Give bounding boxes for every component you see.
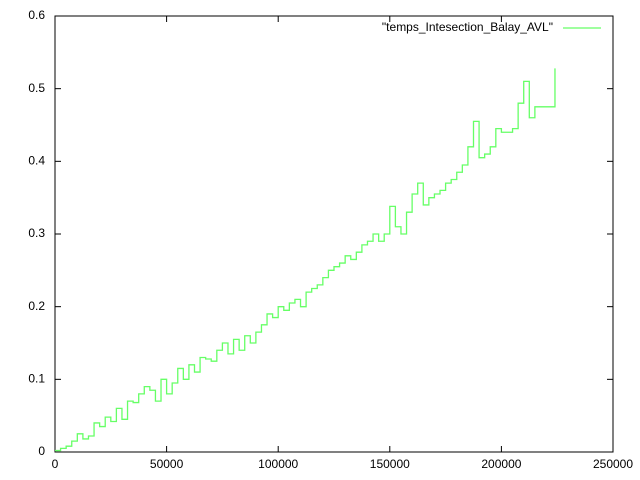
y-tick-label: 0.2 — [28, 299, 45, 313]
x-tick-label: 50000 — [150, 457, 184, 471]
x-tick-label: 200000 — [481, 457, 521, 471]
y-tick-label: 0.1 — [28, 372, 45, 386]
legend-label: "temps_Intesection_Balay_AVL" — [382, 20, 553, 34]
x-tick-label: 0 — [52, 457, 59, 471]
x-tick-label: 250000 — [593, 457, 633, 471]
data-line — [55, 68, 556, 452]
x-tick-label: 100000 — [258, 457, 298, 471]
y-tick-label: 0.6 — [28, 8, 45, 22]
y-tick-label: 0.3 — [28, 226, 45, 240]
y-tick-label: 0.5 — [28, 81, 45, 95]
y-tick-label: 0 — [38, 444, 45, 458]
y-tick-label: 0.4 — [28, 154, 45, 168]
x-tick-label: 150000 — [370, 457, 410, 471]
